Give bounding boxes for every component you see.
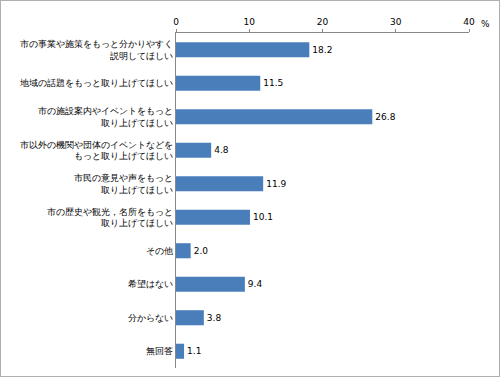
- svg-text:市以外の機関や団体のイベントなどをもっと取り上げてほしい: 市以外の機関や団体のイベントなどをもっと取り上げてほしい: [20, 140, 173, 162]
- svg-text:10: 10: [244, 17, 256, 27]
- svg-text:10.1: 10.1: [253, 212, 273, 222]
- svg-text:希望はない: 希望はない: [128, 279, 173, 289]
- svg-text:4.8: 4.8: [214, 145, 229, 155]
- svg-text:%: %: [481, 19, 490, 29]
- svg-text:2.0: 2.0: [194, 246, 209, 256]
- svg-text:市の歴史や観光，名所をもっと取り上げてほしい: 市の歴史や観光，名所をもっと取り上げてほしい: [47, 207, 173, 229]
- svg-text:市の施設案内やイベントをもっと取り上げてほしい: 市の施設案内やイベントをもっと取り上げてほしい: [38, 106, 173, 128]
- svg-text:市民の意見や声をもっと取り上げてほしい: 市民の意見や声をもっと取り上げてほしい: [74, 173, 173, 195]
- svg-text:40: 40: [463, 17, 475, 27]
- svg-text:地域の話題をもっと取り上げてほしい: 地域の話題をもっと取り上げてほしい: [19, 78, 173, 88]
- svg-text:30: 30: [390, 17, 402, 27]
- svg-text:0: 0: [173, 17, 179, 27]
- svg-text:1.1: 1.1: [187, 346, 201, 356]
- svg-text:11.5: 11.5: [263, 78, 283, 88]
- svg-text:18.2: 18.2: [312, 45, 332, 55]
- svg-text:26.8: 26.8: [375, 112, 395, 122]
- svg-text:20: 20: [317, 17, 329, 27]
- svg-text:3.8: 3.8: [207, 313, 222, 323]
- svg-text:11.9: 11.9: [266, 179, 286, 189]
- svg-text:その他: その他: [146, 246, 173, 256]
- svg-text:市の事業や施策をもっと分かりやすく説明してほしい: 市の事業や施策をもっと分かりやすく説明してほしい: [20, 39, 173, 61]
- svg-text:分からない: 分からない: [128, 313, 173, 323]
- svg-text:9.4: 9.4: [248, 279, 263, 289]
- svg-text:無回答: 無回答: [146, 346, 173, 356]
